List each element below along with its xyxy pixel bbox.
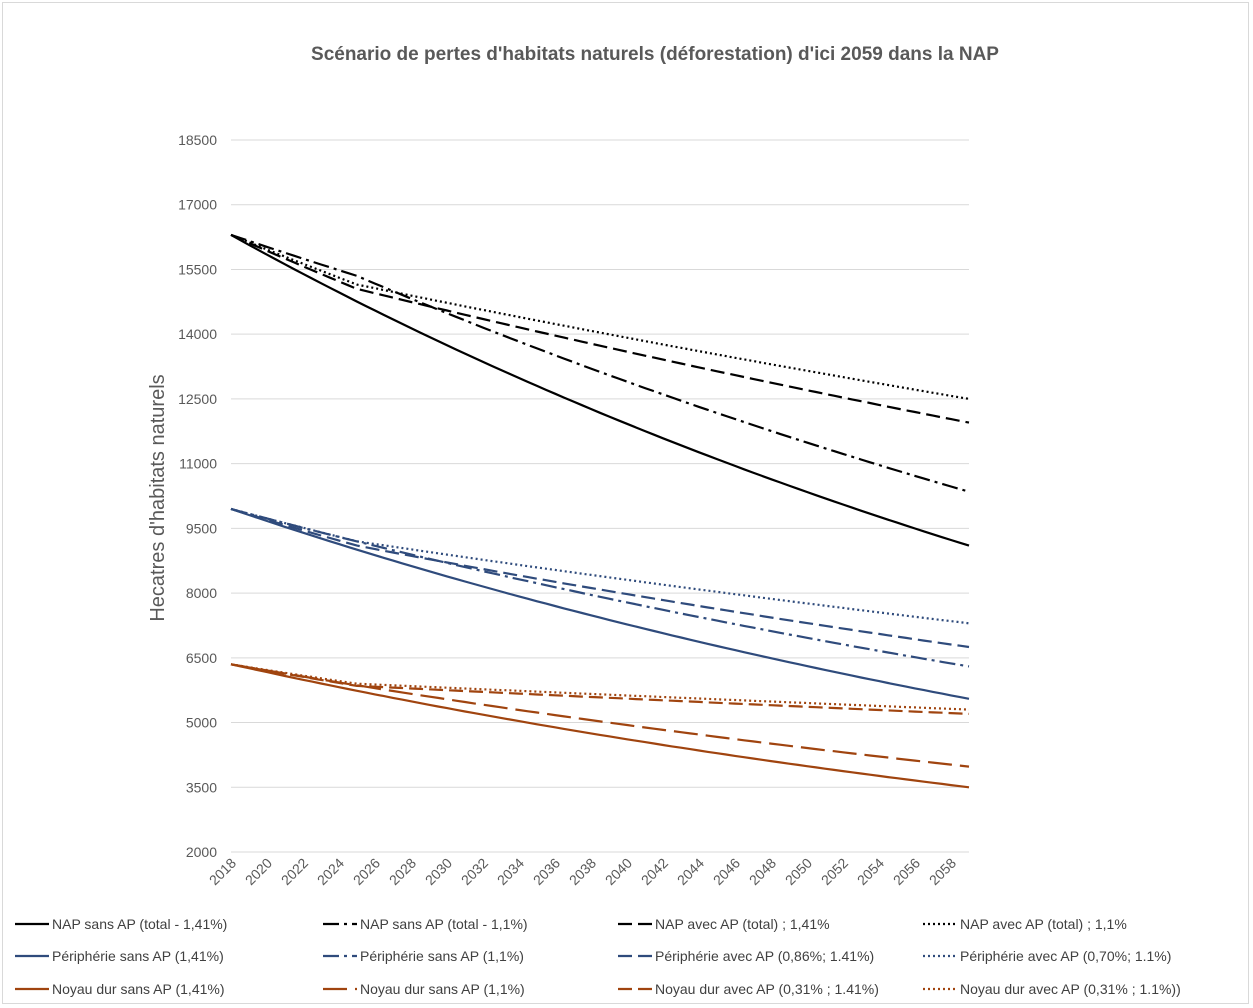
legend-item: NAP sans AP (total - 1,41%) [15,916,227,932]
line-chart: Scénario de pertes d'habitats naturels (… [3,3,1250,1005]
legend-item: NAP sans AP (total - 1,1%) [323,916,528,932]
series-line-6 [231,509,969,667]
legend-item: NAP avec AP (total) ; 1,41% [618,916,830,932]
legend-item: NAP avec AP (total) ; 1,1% [923,916,1127,932]
y-tick-label: 15500 [178,261,217,277]
legend: NAP sans AP (total - 1,41%) NAP sans AP (… [15,916,1181,997]
legend-label: Périphérie avec AP (0,70%; 1.1%) [960,948,1171,964]
x-tick-label: 2022 [278,855,311,888]
x-tick-label: 2052 [818,855,851,888]
x-tick-label: 2044 [674,855,707,888]
y-tick-label: 2000 [186,844,217,860]
legend-label: Noyau dur avec AP (0,31% ; 1.1%)) [960,981,1181,997]
legend-item: Noyau dur avec AP (0,31% ; 1.41%) [618,981,879,997]
legend-label: NAP sans AP (total - 1,41%) [52,916,227,932]
series-line-3 [231,235,969,423]
legend-item: Périphérie sans AP (1,1%) [323,948,524,964]
y-axis-label: Hecatres d'habitats naturels [147,374,169,621]
legend-item: Périphérie avec AP (0,86%; 1.41%) [618,948,874,964]
gridlines [231,140,969,787]
legend-item: Noyau dur avec AP (0,31% ; 1.1%)) [923,981,1181,997]
series-line-8 [231,509,969,623]
x-tick-label: 2024 [314,855,347,888]
y-tick-label: 14000 [178,326,217,342]
x-tick-label: 2032 [458,855,491,888]
x-tick-label: 2036 [530,855,563,888]
x-axis-ticks: 2018 2020 2022 2024 2026 2028 2030 2032 2034 2036… [206,855,959,888]
y-tick-label: 8000 [186,585,217,601]
x-tick-label: 2042 [638,855,671,888]
series-line-5 [231,509,969,699]
y-tick-label: 5000 [186,715,217,731]
legend-label: NAP sans AP (total - 1,1%) [360,916,528,932]
legend-item: Périphérie avec AP (0,70%; 1.1%) [923,948,1171,964]
legend-item: Noyau dur sans AP (1,41%) [15,981,225,997]
x-tick-label: 2030 [422,855,455,888]
legend-label: Noyau dur avec AP (0,31% ; 1.41%) [655,981,879,997]
x-tick-label: 2038 [566,855,599,888]
x-tick-label: 2026 [350,855,383,888]
series-line-4 [231,235,969,399]
x-tick-label: 2056 [890,855,923,888]
x-tick-label: 2020 [242,855,275,888]
y-tick-label: 3500 [186,779,217,795]
series-lines [231,235,969,787]
legend-label: Noyau dur sans AP (1,1%) [360,981,525,997]
x-tick-label: 2058 [926,855,959,888]
legend-item: Périphérie sans AP (1,41%) [15,948,224,964]
legend-label: Périphérie avec AP (0,86%; 1.41%) [655,948,874,964]
y-axis-ticks: 2000 3500 5000 6500 8000 9500 11000 12500 14000 1… [178,132,217,860]
legend-label: Noyau dur sans AP (1,41%) [52,981,225,997]
legend-label: Périphérie sans AP (1,1%) [360,948,524,964]
y-tick-label: 9500 [186,520,217,536]
series-line-7 [231,509,969,647]
series-line-11 [231,664,969,714]
y-tick-label: 18500 [178,132,217,148]
x-tick-label: 2054 [854,855,887,888]
chart-title: Scénario de pertes d'habitats naturels (… [311,44,999,65]
y-tick-label: 6500 [186,650,217,666]
x-tick-label: 2046 [710,855,743,888]
legend-label: Périphérie sans AP (1,41%) [52,948,224,964]
x-tick-label: 2028 [386,855,419,888]
x-tick-label: 2050 [782,855,815,888]
x-tick-label: 2034 [494,855,527,888]
legend-label: NAP avec AP (total) ; 1,1% [960,916,1127,932]
legend-label: NAP avec AP (total) ; 1,41% [655,916,830,932]
y-tick-label: 11000 [179,456,217,472]
y-tick-label: 17000 [178,197,217,213]
legend-item: Noyau dur sans AP (1,1%) [323,981,525,997]
series-line-10 [231,664,969,766]
x-tick-label: 2048 [746,855,779,888]
series-line-2 [231,235,969,492]
y-tick-label: 12500 [178,391,217,407]
x-tick-label: 2040 [602,855,635,888]
